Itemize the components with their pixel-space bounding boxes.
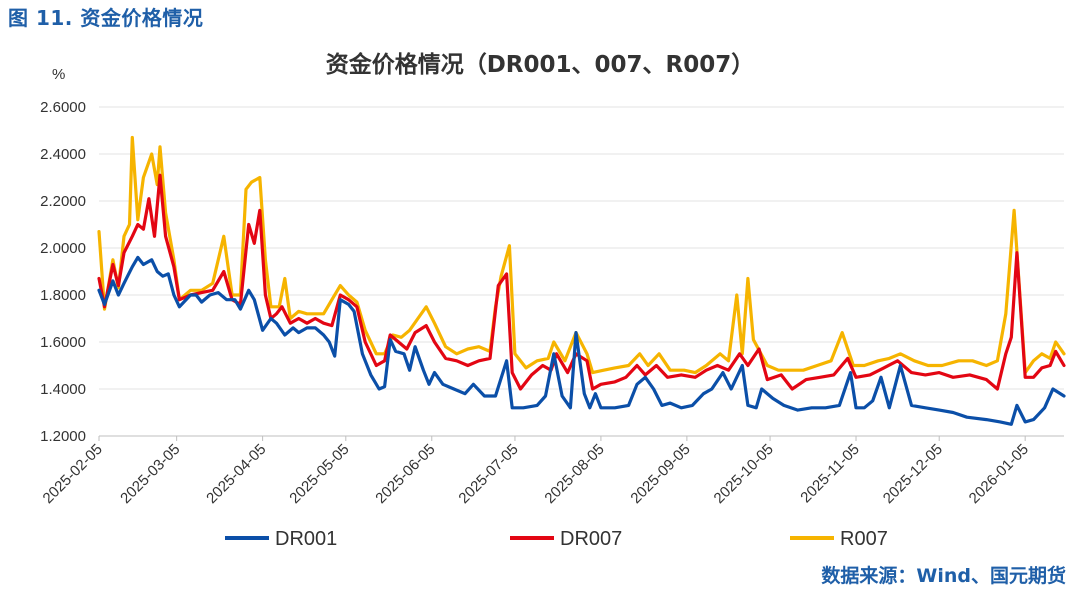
x-tick-label: 2025-12-05 <box>880 441 946 507</box>
x-tick-label: 2025-10-05 <box>711 441 777 507</box>
x-axis-ticks: 2025-02-05 2025-03-05 2025-04-05 2025-05-05… <box>40 436 1032 507</box>
x-tick-label: 2026-01-05 <box>966 441 1032 507</box>
x-tick-label: 2025-03-05 <box>117 441 183 507</box>
series-lines <box>97 135 1066 426</box>
legend-label-r007: R007 <box>840 528 888 550</box>
y-tick-label: 1.2000 <box>40 428 86 445</box>
series-line-dr007 <box>97 173 1066 391</box>
figure-caption: 图 11. 资金价格情况 <box>8 6 204 30</box>
chart-title: 资金价格情况（DR001、007、R007） <box>326 51 755 78</box>
x-tick-label: 2025-02-05 <box>40 441 106 507</box>
y-axis-ticks: 1.2000 1.4000 1.6000 1.8000 2.0000 2.2000 2.40… <box>40 99 86 445</box>
y-tick-label: 2.2000 <box>40 193 86 210</box>
y-tick-label: 1.8000 <box>40 287 86 304</box>
y-tick-label: 2.0000 <box>40 240 86 257</box>
x-tick-label: 2025-04-05 <box>203 441 269 507</box>
y-tick-label: 2.4000 <box>40 146 86 163</box>
legend-label-dr007: DR007 <box>560 528 622 550</box>
y-tick-label: 1.6000 <box>40 334 86 351</box>
y-tick-label: 1.4000 <box>40 381 86 398</box>
series-line-dr001 <box>97 255 1066 426</box>
series-line-r007 <box>97 135 1066 375</box>
x-tick-label: 2025-05-05 <box>286 441 352 507</box>
y-tick-label: 2.6000 <box>40 99 86 116</box>
legend: DR001 DR007 R007 <box>225 528 888 550</box>
x-tick-label: 2025-07-05 <box>455 441 521 507</box>
x-tick-label: 2025-08-05 <box>541 441 607 507</box>
x-tick-label: 2025-09-05 <box>627 441 693 507</box>
legend-label-dr001: DR001 <box>275 528 337 550</box>
data-source-note: 数据来源：Wind、国元期货 <box>821 565 1066 587</box>
x-tick-label: 2025-11-05 <box>797 441 862 506</box>
x-tick-label: 2025-06-05 <box>372 441 438 507</box>
y-axis-unit: % <box>52 66 65 83</box>
